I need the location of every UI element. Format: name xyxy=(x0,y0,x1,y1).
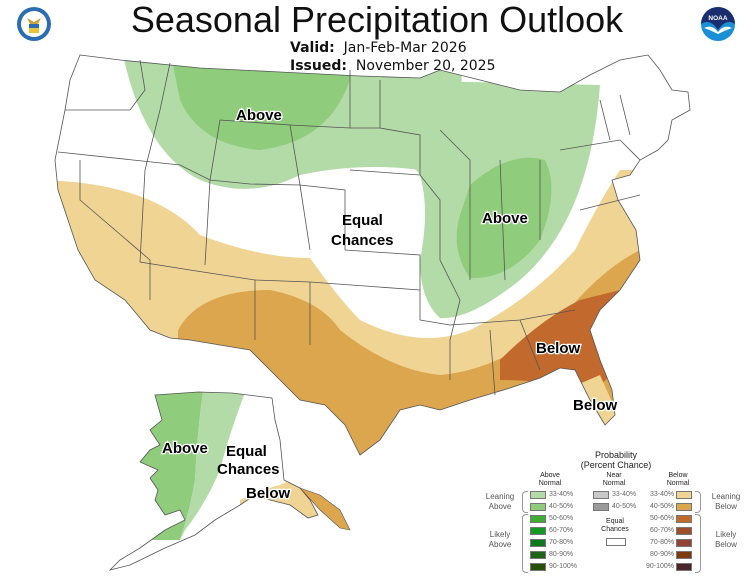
brace-likely-above xyxy=(522,514,528,573)
pct-label: 70-80% xyxy=(650,539,675,546)
pct-label: 33-40% xyxy=(549,491,574,498)
pct-label: 60-70% xyxy=(650,527,675,534)
pct-label: 70-80% xyxy=(549,539,574,546)
label-alaska-chances: Chances xyxy=(217,461,280,478)
swatch-below-40-50 xyxy=(676,503,692,511)
pct-label: 90-100% xyxy=(646,563,675,570)
issued-label: Issued: xyxy=(290,58,347,74)
pct-label: 50-60% xyxy=(650,515,675,522)
swatch-above-80-90 xyxy=(530,551,546,559)
legend-head-below: Below Normal xyxy=(666,472,690,487)
label-central-equal: Equal xyxy=(342,212,383,229)
valid-value: Jan-Feb-Mar 2026 xyxy=(343,40,467,56)
issued-date: Issued: November 20, 2025 xyxy=(290,58,496,74)
label-ohio-above: Above xyxy=(482,210,528,227)
commerce-seal-icon xyxy=(17,7,51,41)
label-southeast-below: Below xyxy=(536,340,581,357)
swatch-above-90-100 xyxy=(530,563,546,571)
pct-label: 33-40% xyxy=(650,491,675,498)
pct-label: 50-60% xyxy=(549,515,574,522)
pct-label: 40-50% xyxy=(612,503,637,510)
brace-leaning-above xyxy=(522,491,528,513)
label-likely-above: Likely Above xyxy=(488,530,512,549)
brace-likely-below xyxy=(695,514,701,573)
legend-subtitle: (Percent Chance) xyxy=(580,460,652,470)
pct-label: 40-50% xyxy=(650,503,675,510)
map-title: Seasonal Precipitation Outlook xyxy=(130,0,624,40)
alaska-panhandle xyxy=(299,487,351,531)
noaa-logo-icon: NOAA xyxy=(701,7,735,41)
pct-label: 90-100% xyxy=(549,563,578,570)
swatch-above-50-60 xyxy=(530,515,546,523)
probability-legend: Probability (Percent Chance) Above Normal… xyxy=(478,450,754,583)
alaska-outline xyxy=(108,391,319,571)
swatch-equal-chances xyxy=(606,538,626,546)
swatch-above-40-50 xyxy=(530,503,546,511)
pct-label: 80-90% xyxy=(549,551,574,558)
legend-head-near: Near Normal xyxy=(602,472,626,487)
swatch-below-80-90 xyxy=(676,551,692,559)
region-north-above-40-50 xyxy=(170,55,355,150)
swatch-below-70-80 xyxy=(676,539,692,547)
swatch-below-60-70 xyxy=(676,527,692,535)
label-likely-below: Likely Below xyxy=(715,530,737,549)
valid-label: Valid: xyxy=(290,40,335,56)
label-north-above: Above xyxy=(236,107,282,124)
label-leaning-above: Leaning Above xyxy=(485,492,515,511)
label-alaska-equal: Equal xyxy=(226,443,267,460)
pct-label: 80-90% xyxy=(650,551,675,558)
issued-value: November 20, 2025 xyxy=(355,58,496,74)
swatch-near-33-40 xyxy=(593,491,609,499)
pct-label: 40-50% xyxy=(549,503,574,510)
swatch-below-33-40 xyxy=(676,491,692,499)
swatch-above-70-80 xyxy=(530,539,546,547)
legend-title: Probability xyxy=(594,450,638,460)
pct-label: 60-70% xyxy=(549,527,574,534)
swatch-near-40-50 xyxy=(593,503,609,511)
svg-text:NOAA: NOAA xyxy=(708,15,727,22)
state-boundaries xyxy=(54,54,691,456)
valid-period: Valid: Jan-Feb-Mar 2026 xyxy=(290,40,467,56)
label-alaska-above: Above xyxy=(162,440,208,457)
swatch-below-90-100 xyxy=(676,563,692,571)
pct-label: 33-40% xyxy=(612,491,637,498)
swatch-above-33-40 xyxy=(530,491,546,499)
legend-head-above: Above Normal xyxy=(538,472,562,487)
swatch-below-50-60 xyxy=(676,515,692,523)
equal-chances-label: Equal Chances xyxy=(601,518,629,533)
label-leaning-below: Leaning Below xyxy=(711,492,741,511)
region-alaska-above-33-40 xyxy=(180,392,250,540)
brace-leaning-below xyxy=(695,491,701,513)
label-central-chances: Chances xyxy=(331,232,394,249)
label-florida-below: Below xyxy=(573,397,618,414)
swatch-above-60-70 xyxy=(530,527,546,535)
label-alaska-below: Below xyxy=(246,485,291,502)
region-ohio-above-40-50 xyxy=(456,157,552,279)
